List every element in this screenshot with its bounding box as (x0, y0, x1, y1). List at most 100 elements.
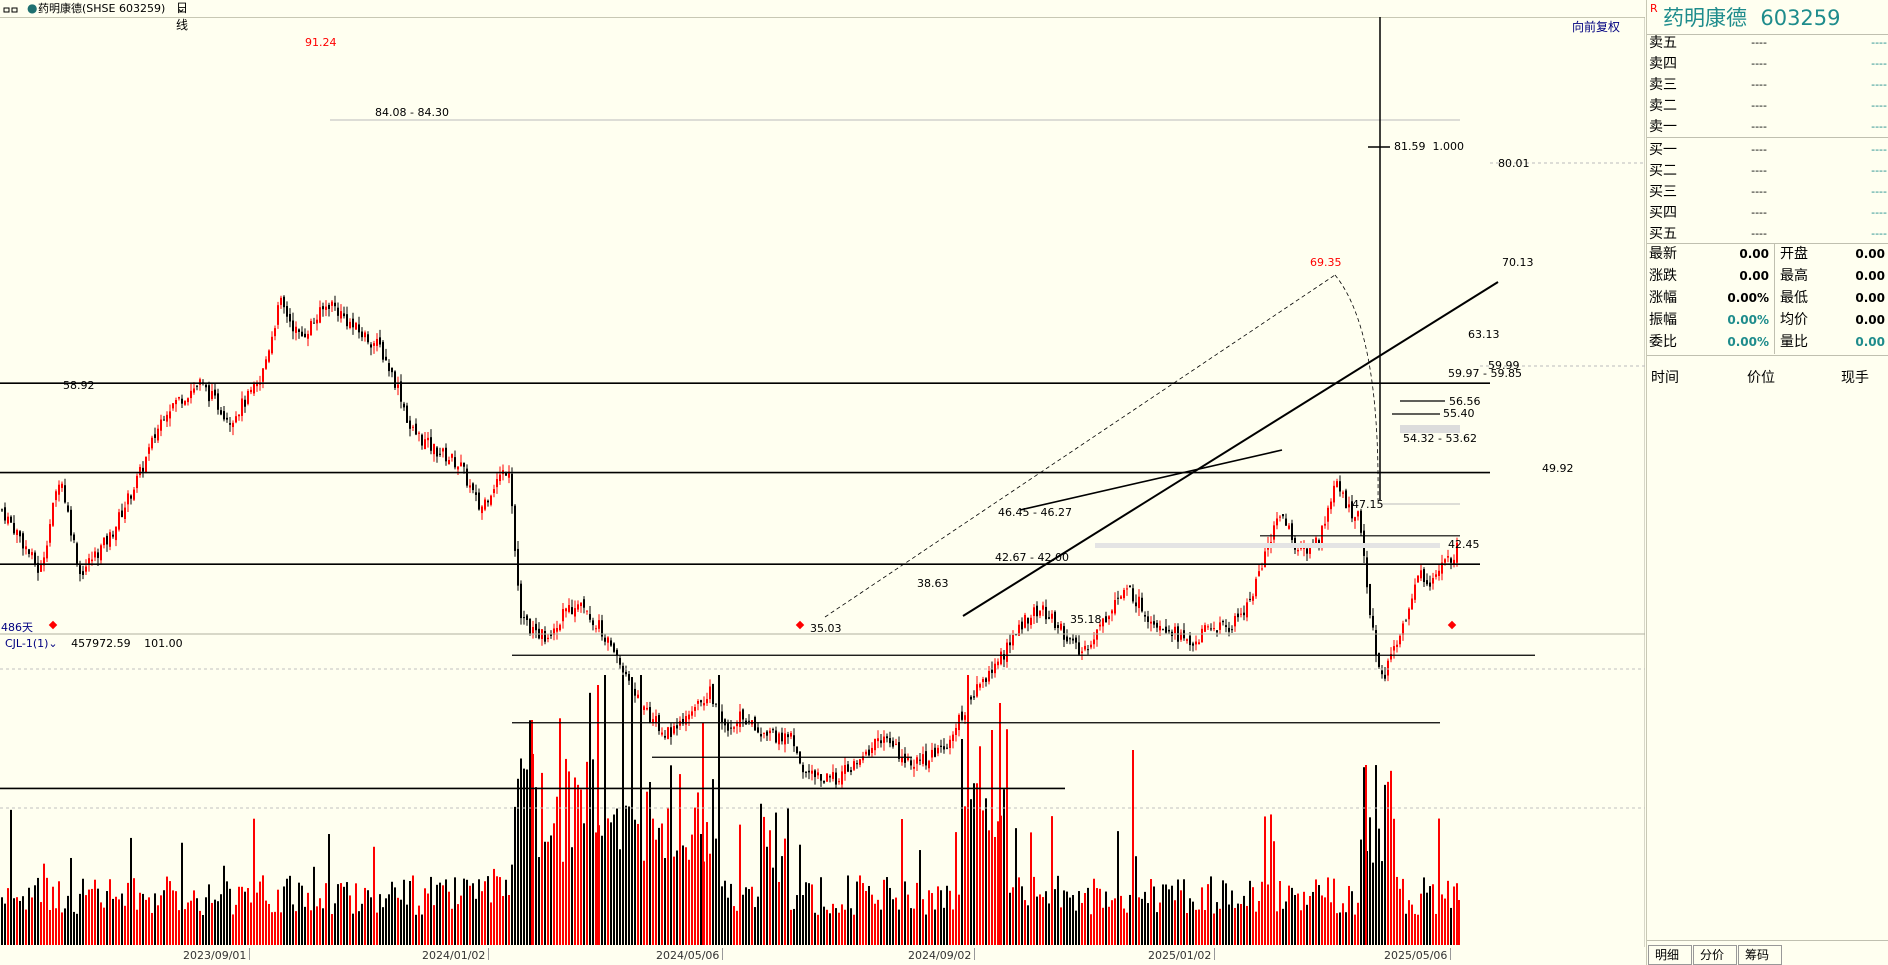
volume-bar (1111, 900, 1113, 945)
candle-body (760, 733, 762, 737)
candle-body (1114, 599, 1116, 614)
candle-body (625, 671, 627, 675)
candle-body (427, 437, 429, 441)
volume-bar (499, 877, 501, 945)
candle-body (1009, 642, 1011, 646)
candle-body (61, 483, 63, 488)
volume-bar (655, 839, 657, 945)
candlestick-chart[interactable] (0, 17, 1645, 947)
volume-bar (16, 897, 18, 945)
price-label-level-4992: 49.92 (1542, 462, 1574, 475)
volume-bar (1051, 816, 1053, 945)
candle-body (400, 381, 402, 402)
volume-bar (289, 875, 291, 945)
x-tick-label: 2024/05/06 (656, 949, 720, 962)
candle-body (775, 730, 777, 743)
window-icon[interactable] (3, 3, 19, 13)
candle-body (1033, 607, 1035, 617)
volume-bar (1291, 887, 1293, 945)
orderbook-price: ---- (1751, 206, 1767, 219)
volume-bar (187, 902, 189, 945)
candle-body (808, 770, 810, 773)
indicator-header[interactable]: CJL-1(1)⌄ 457972.59 101.00 (5, 637, 183, 650)
volume-bar (88, 889, 90, 945)
volume-bar (928, 890, 930, 945)
volume-bar (1330, 902, 1332, 945)
candle-body (241, 398, 243, 416)
quote-value: 0.00 (1855, 313, 1885, 327)
volume-bar (844, 909, 846, 945)
candle-body (1402, 623, 1404, 635)
volume-bar (232, 914, 234, 945)
volume-bar (121, 893, 123, 945)
trendline-main[interactable] (962, 281, 1499, 617)
tab-chips[interactable]: 筹码 (1738, 945, 1782, 965)
volume-bar (67, 895, 69, 945)
candle-body (469, 485, 471, 488)
volume-bar (358, 911, 360, 945)
volume-bar (196, 898, 198, 945)
volume-bar (1045, 891, 1047, 945)
candle-body (1291, 523, 1293, 540)
candle-body (733, 727, 735, 729)
volume-bar (226, 881, 228, 945)
volume-bar (718, 675, 720, 945)
volume-bar (871, 894, 873, 945)
volume-bar (1177, 879, 1179, 945)
candle-body (778, 733, 780, 745)
orderbook-price: ---- (1751, 36, 1767, 49)
candle-body (565, 608, 567, 612)
adjust-mode-label[interactable]: 向前复权 (1572, 20, 1621, 34)
tab-detail[interactable]: 明细 (1648, 945, 1692, 965)
volume-bar (553, 823, 555, 945)
volume-bar (736, 910, 738, 945)
candle-body (253, 384, 255, 394)
volume-bar (1114, 898, 1116, 945)
quote-row: 振幅 0.00% 均价 0.00 (1647, 310, 1888, 330)
candle-body (721, 711, 723, 723)
volume-bar (202, 914, 204, 945)
candle-body (1282, 514, 1284, 517)
stock-dot-icon: ● (27, 1, 38, 15)
stock-title: 药明康德 603259 (1663, 6, 1841, 30)
volume-bar (643, 860, 645, 945)
volume-bar (999, 703, 1001, 945)
candle-body (1075, 637, 1077, 643)
quote-label: 涨幅 (1649, 290, 1677, 306)
volume-bar (712, 779, 714, 945)
tab-price-distribution[interactable]: 分价 (1693, 945, 1737, 965)
x-tick-mark (249, 948, 250, 960)
indicator-value-2: 101.00 (144, 637, 183, 650)
orderbook-row: 卖五 ---- ---- (1647, 33, 1888, 53)
candle-body (355, 322, 357, 330)
volume-bar (796, 895, 798, 945)
candle-body (847, 764, 849, 772)
volume-bar (1288, 885, 1290, 945)
candle-body (1387, 660, 1389, 676)
candle-body (916, 757, 918, 764)
volume-bar (1228, 904, 1230, 945)
candle-body (406, 405, 408, 423)
signal-marker (795, 620, 805, 630)
indicator-name[interactable]: CJL-1(1) (5, 637, 49, 650)
volume-bar (874, 903, 876, 945)
candle-body (1333, 485, 1335, 503)
candle-body (727, 722, 729, 731)
volume-bar (943, 907, 945, 945)
volume-bar (478, 879, 480, 945)
volume-bar (1438, 818, 1440, 945)
trendline-short[interactable] (1019, 449, 1283, 511)
volume-bar (997, 821, 999, 945)
candle-body (913, 766, 915, 769)
candle-body (1273, 525, 1275, 540)
volume-bar (64, 908, 66, 945)
candle-body (1081, 651, 1083, 653)
volume-bar (319, 898, 321, 945)
candle-body (304, 333, 306, 338)
volume-bar (1147, 903, 1149, 945)
orderbook-price: ---- (1751, 164, 1767, 177)
candle-body (145, 456, 147, 473)
price-label-low-3863: 38.63 (917, 577, 949, 590)
candle-body (1435, 574, 1437, 577)
volume-bar (1225, 883, 1227, 945)
